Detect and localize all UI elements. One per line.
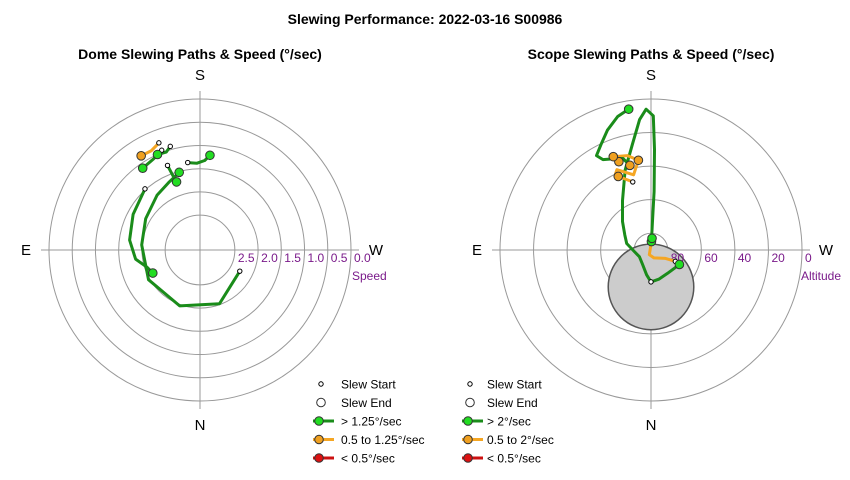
- dome-radial-title: Speed: [352, 269, 387, 283]
- scope-compass-n: N: [646, 417, 657, 434]
- slew-path: [621, 107, 656, 284]
- slew-start-marker: [648, 279, 654, 285]
- legend-label: 0.5 to 2°/sec: [487, 433, 554, 447]
- legend-label: < 0.5°/sec: [341, 452, 395, 466]
- radial-tick-label: 0: [805, 251, 812, 265]
- slew-end-marker: [623, 104, 634, 114]
- scope-slewing-chart: Scope Slewing Paths & Speed (°/sec) S E …: [462, 46, 841, 466]
- radial-tick-label: 2.0: [261, 251, 278, 265]
- legend-start-symbol: [318, 381, 324, 387]
- slew-end-marker: [171, 177, 182, 187]
- slew-start-marker: [156, 140, 162, 146]
- dome-polar-grid: [41, 91, 359, 409]
- slew-end-marker: [647, 233, 657, 244]
- slew-end-marker: [613, 171, 624, 182]
- dome-slew-data: [128, 140, 243, 308]
- legend-marker-slow: [463, 453, 473, 463]
- scope-compass-w: W: [819, 242, 834, 259]
- legend-label: > 1.25°/sec: [341, 415, 402, 429]
- scope-radial-ticks: 80 60 40 20 0: [671, 251, 812, 265]
- legend-marker-slow: [314, 453, 324, 463]
- dome-compass-s: S: [195, 67, 205, 84]
- slew-end-marker: [152, 149, 163, 160]
- slew-start-marker: [142, 186, 148, 192]
- scope-compass-s: S: [646, 67, 656, 84]
- dome-compass-e: E: [21, 242, 31, 259]
- legend-start-symbol: [467, 381, 473, 387]
- slew-end-marker: [674, 259, 685, 270]
- slew-end-marker: [625, 160, 635, 171]
- radial-tick-label: 0.0: [354, 251, 371, 265]
- legend-label: > 2°/sec: [487, 415, 531, 429]
- scope-radial-title: Altitude: [801, 269, 841, 283]
- slew-start-marker: [167, 143, 173, 150]
- slew-end-marker: [136, 151, 146, 161]
- scope-chart-title: Scope Slewing Paths & Speed (°/sec): [528, 46, 775, 62]
- slew-end-marker: [174, 167, 184, 178]
- dome-compass-n: N: [195, 417, 206, 434]
- dome-radial-ticks: 2.5 2.0 1.5 1.0 0.5 0.0: [238, 251, 371, 265]
- dome-compass-w: W: [369, 242, 384, 259]
- slew-start-marker: [630, 179, 636, 185]
- legend-marker-medium: [314, 434, 324, 445]
- dome-legend: Slew Start Slew End > 1.25°/sec 0.5 to 1.25…: [313, 378, 425, 466]
- slew-end-marker: [608, 151, 619, 162]
- legend-marker-fast: [314, 416, 324, 426]
- radial-tick-label: 0.5: [331, 251, 348, 265]
- slew-end-marker: [205, 150, 215, 161]
- slew-start-marker: [164, 162, 171, 169]
- scope-legend: Slew Start Slew End > 2°/sec 0.5 to 2°/sec <…: [462, 378, 554, 466]
- scope-compass-e: E: [472, 242, 482, 259]
- radial-tick-label: 2.5: [238, 251, 255, 265]
- scope-slew-data: [595, 104, 685, 285]
- slew-path: [128, 187, 155, 275]
- legend-marker-fast: [463, 416, 473, 426]
- legend-end-symbol: [465, 397, 475, 408]
- legend-marker-medium: [463, 434, 473, 445]
- slew-path: [647, 236, 677, 263]
- slew-end-marker: [633, 155, 644, 166]
- dome-slewing-chart: Dome Slewing Paths & Speed (°/sec) S E W…: [21, 46, 425, 466]
- legend-label: Slew End: [487, 396, 538, 410]
- radial-tick-label: 1.5: [284, 251, 301, 265]
- dome-chart-title: Dome Slewing Paths & Speed (°/sec): [78, 46, 322, 62]
- radial-tick-label: 1.0: [308, 251, 325, 265]
- slew-end-marker: [137, 163, 148, 173]
- radial-tick-label: 20: [771, 251, 785, 265]
- slew-start-marker: [185, 159, 191, 166]
- radial-tick-label: 40: [738, 251, 752, 265]
- radial-tick-label: 60: [704, 251, 718, 265]
- legend-label: < 0.5°/sec: [487, 452, 541, 466]
- figure-title: Slewing Performance: 2022-03-16 S00986: [288, 11, 563, 27]
- legend-label: Slew Start: [341, 378, 396, 392]
- legend-label: Slew Start: [487, 378, 542, 392]
- slew-end-marker: [148, 268, 158, 278]
- legend-label: 0.5 to 1.25°/sec: [341, 433, 425, 447]
- slew-path: [140, 170, 242, 308]
- legend-label: Slew End: [341, 396, 392, 410]
- legend-end-symbol: [316, 397, 326, 408]
- slew-start-marker: [237, 268, 243, 274]
